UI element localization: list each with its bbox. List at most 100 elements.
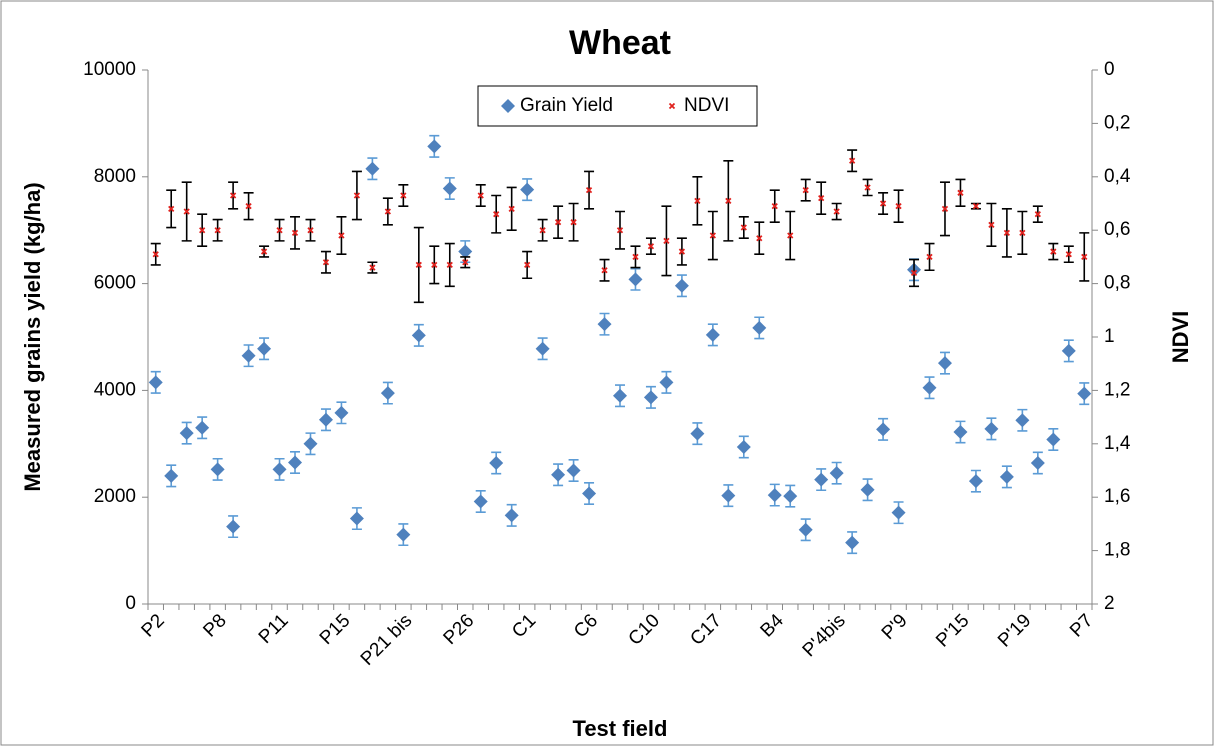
ndvi-point (771, 203, 778, 210)
grain-yield-point (380, 386, 395, 401)
y2-tick-label: 1,2 (1104, 379, 1130, 400)
legend-box (477, 85, 758, 127)
grain-yield-point (953, 425, 968, 440)
y2-tick-label: 0,4 (1104, 166, 1131, 187)
ndvi-point (941, 205, 949, 212)
ndvi-point (616, 227, 624, 234)
y2-tick-label: 1,6 (1104, 486, 1130, 507)
ndvi-point (725, 197, 732, 204)
ndvi-point (910, 269, 918, 277)
ndvi-point (833, 208, 840, 215)
ndvi-point (462, 259, 469, 266)
grain-yield-point (535, 341, 550, 356)
grain-yield-point (1077, 386, 1092, 401)
ndvi-point (864, 184, 871, 191)
y-tick-label: 2000 (94, 486, 136, 507)
grain-yield-point (458, 244, 473, 259)
grain-yield-point (226, 519, 241, 534)
grain-yield-point (613, 388, 627, 403)
y2-tick-label: 1,8 (1104, 540, 1130, 561)
grain-yield-point (411, 328, 426, 343)
grain-yield-point (1015, 413, 1030, 428)
grain-yield-point (365, 161, 380, 176)
grain-yield-point (767, 488, 782, 503)
grain-yield-point (1046, 432, 1061, 447)
ndvi-point (307, 227, 314, 234)
grain-yield-point (674, 278, 689, 293)
grain-yield-point (566, 463, 581, 478)
ndvi-point (848, 157, 856, 164)
grain-yield-point (922, 380, 937, 395)
ndvi-point (554, 219, 562, 226)
ndvi-point (570, 219, 577, 226)
grain-yield-point (643, 390, 658, 405)
y2-tick-label: 0 (1104, 59, 1115, 80)
ndvi-point (601, 267, 608, 274)
ndvi-point (879, 200, 887, 207)
ndvi-point (957, 189, 964, 196)
y2-tick-label: 0,8 (1104, 273, 1130, 294)
grain-yield-point (845, 535, 860, 550)
ndvi-point (291, 229, 299, 237)
grain-yield-point (427, 139, 442, 154)
ndvi-point (353, 192, 361, 199)
grain-yield-point (334, 405, 349, 420)
grain-yield-point (148, 375, 163, 390)
legend-marker (668, 102, 676, 110)
ndvi-point (446, 261, 453, 269)
ndvi-point (895, 203, 902, 210)
ndvi-point (585, 187, 593, 194)
grain-yield-point (164, 468, 179, 483)
y2-tick-label: 2 (1104, 593, 1115, 614)
y-tick-label: 10000 (83, 59, 136, 80)
ndvi-point (477, 192, 484, 199)
ndvi-point (415, 261, 422, 269)
ndvi-point (539, 227, 546, 234)
ndvi-point (694, 197, 701, 204)
ndvi-point (384, 208, 392, 215)
grain-yield-point (783, 489, 798, 504)
y-tick-label: 6000 (94, 273, 136, 294)
y2-tick-label: 1,4 (1104, 433, 1131, 454)
ndvi-point (229, 192, 237, 199)
ndvi-point (508, 205, 515, 212)
grain-yield-point (752, 320, 767, 335)
grain-yield-point (937, 356, 952, 371)
ndvi-point (245, 203, 252, 210)
ndvi-point (260, 248, 268, 255)
ndvi-point (926, 253, 933, 261)
grain-yield-point (1061, 343, 1076, 358)
ndvi-point (338, 232, 345, 239)
grain-yield-point (241, 348, 256, 363)
ndvi-point (214, 227, 221, 234)
grain-yield-point (968, 474, 983, 489)
grain-yield-point (582, 486, 597, 501)
y2-tick-label: 1 (1104, 326, 1115, 347)
grain-yield-point (891, 505, 906, 520)
ndvi-point (199, 227, 206, 234)
ndvi-point (1065, 251, 1072, 258)
chart-title: Wheat (569, 24, 671, 62)
ndvi-point (1019, 229, 1026, 237)
grain-yield-point (860, 482, 875, 497)
ndvi-point (678, 248, 686, 255)
grain-yield-point (318, 412, 333, 427)
ndvi-point (524, 261, 531, 269)
ndvi-point (988, 221, 995, 228)
grain-yield-point (303, 436, 318, 451)
ndvi-point (1003, 229, 1011, 237)
legend-label: Grain Yield (520, 95, 613, 116)
y2-axis-label: NDVI (1168, 311, 1193, 364)
grain-yield-point (659, 375, 674, 390)
grain-yield-point (999, 469, 1014, 484)
grain-yield-point (829, 466, 844, 481)
grain-yield-point (396, 527, 411, 542)
ndvi-point (1081, 253, 1088, 261)
grain-yield-point (179, 426, 194, 441)
grain-yield-point (1030, 456, 1045, 471)
ndvi-point (322, 259, 330, 266)
ndvi-point (400, 192, 407, 199)
ndvi-point (183, 208, 190, 215)
grain-yield-point (489, 456, 504, 471)
